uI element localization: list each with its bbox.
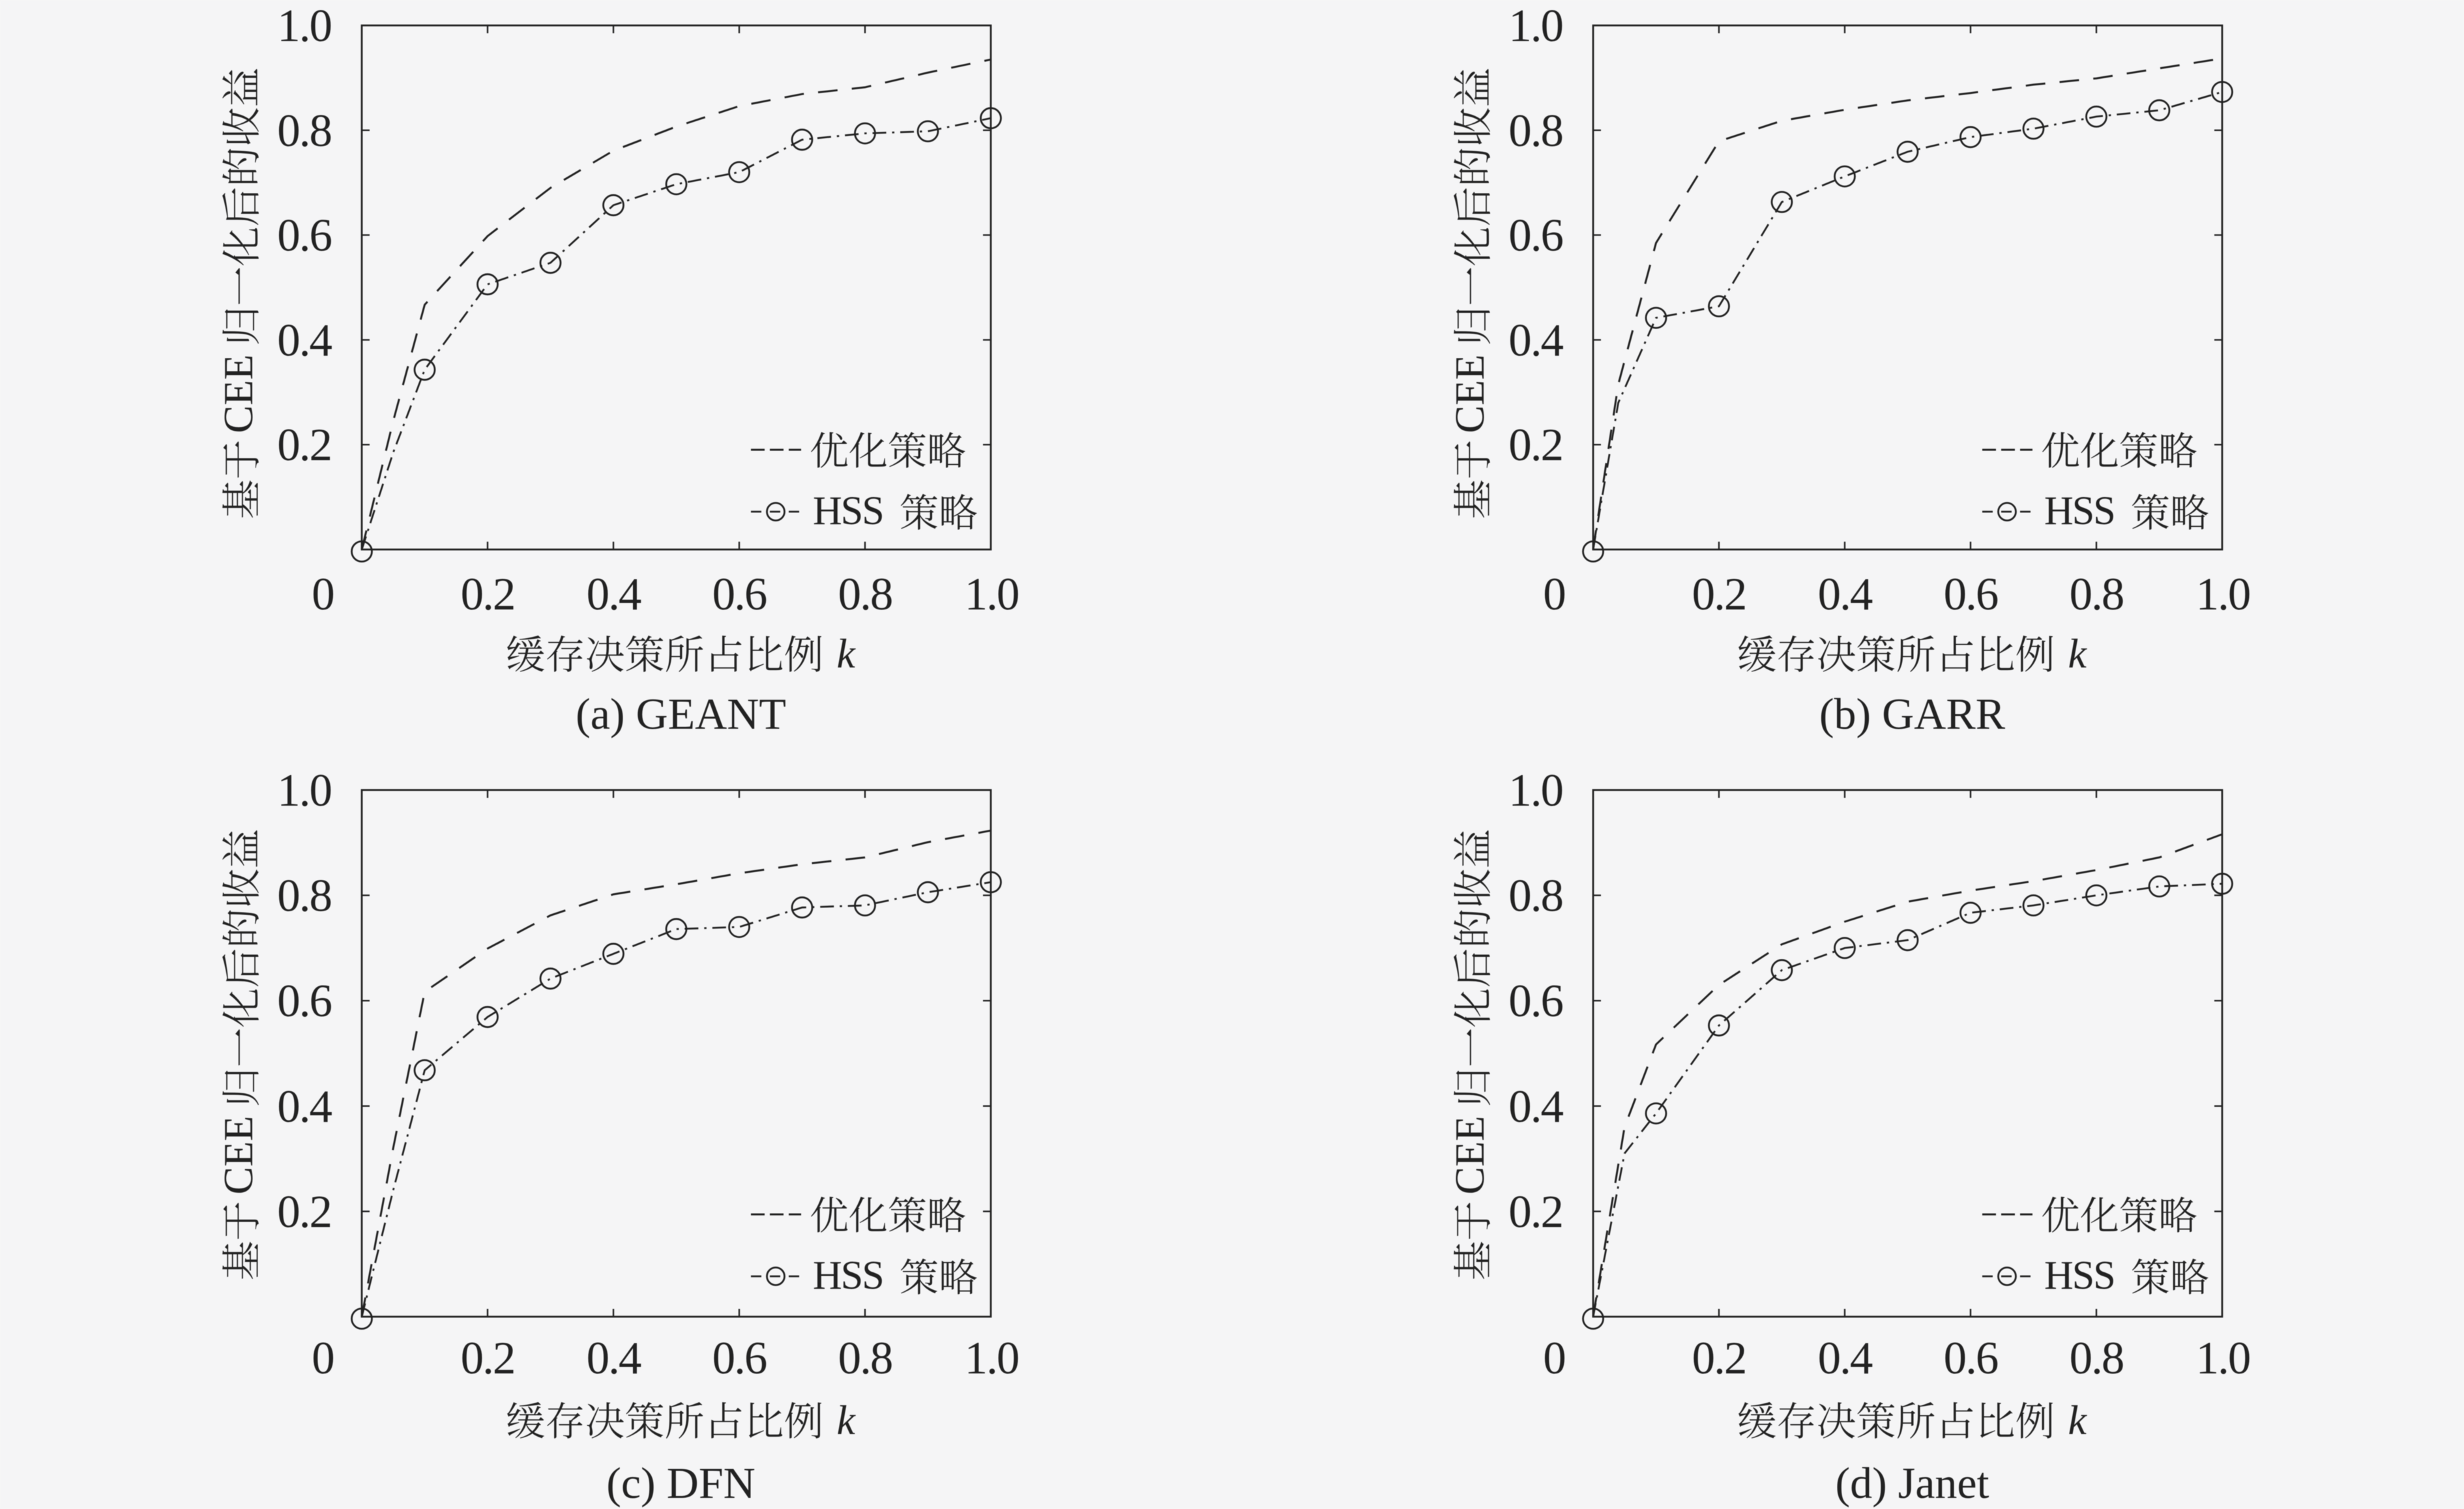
- svg-text:CEE: CEE: [1446, 1116, 1493, 1195]
- svg-text:(c) DFN: (c) DFN: [606, 1458, 755, 1508]
- svg-text:0.8: 0.8: [1508, 106, 1562, 156]
- svg-text:0.8: 0.8: [277, 106, 331, 156]
- svg-text:0.6: 0.6: [1944, 1333, 1998, 1384]
- svg-text:0.2: 0.2: [1508, 1186, 1562, 1237]
- svg-text:0.4: 0.4: [1818, 1333, 1873, 1384]
- svg-text:0.4: 0.4: [1508, 1081, 1563, 1132]
- svg-text:0: 0: [1543, 569, 1565, 620]
- svg-text:0: 0: [312, 569, 334, 620]
- svg-text:1.0: 1.0: [277, 1, 331, 51]
- svg-text:0.2: 0.2: [277, 1186, 331, 1237]
- svg-text:0: 0: [312, 1333, 334, 1384]
- svg-text:0.6: 0.6: [1508, 211, 1562, 261]
- svg-text:0.6: 0.6: [277, 211, 331, 261]
- svg-text:0.4: 0.4: [1818, 569, 1873, 620]
- svg-text:HSS: HSS: [813, 489, 883, 533]
- svg-text:0.2: 0.2: [461, 569, 515, 620]
- svg-text:0.8: 0.8: [2070, 1333, 2124, 1384]
- svg-text:0.6: 0.6: [1508, 976, 1562, 1027]
- svg-text:0.8: 0.8: [838, 1333, 892, 1384]
- svg-text:HSS: HSS: [2044, 1253, 2115, 1298]
- svg-text:0.8: 0.8: [1508, 871, 1562, 922]
- svg-text:(b) GARR: (b) GARR: [1819, 689, 2006, 739]
- svg-text:0.6: 0.6: [1944, 569, 1998, 620]
- svg-text:0.2: 0.2: [1692, 569, 1746, 620]
- svg-text:k: k: [837, 630, 857, 677]
- svg-text:1.0: 1.0: [1508, 765, 1562, 816]
- svg-text:1.0: 1.0: [1508, 1, 1562, 51]
- svg-text:0.2: 0.2: [461, 1333, 515, 1384]
- svg-text:0.6: 0.6: [277, 976, 331, 1027]
- svg-text:1.0: 1.0: [2196, 569, 2250, 620]
- svg-text:CEE: CEE: [215, 355, 261, 433]
- svg-text:1.0: 1.0: [965, 569, 1019, 620]
- svg-text:0: 0: [1543, 1333, 1565, 1384]
- svg-text:1.0: 1.0: [2196, 1333, 2250, 1384]
- svg-text:CEE: CEE: [215, 1116, 261, 1195]
- svg-text:0.2: 0.2: [1692, 1333, 1746, 1384]
- svg-text:k: k: [2068, 1397, 2088, 1443]
- svg-text:1.0: 1.0: [277, 765, 331, 816]
- svg-text:CEE: CEE: [1446, 355, 1493, 433]
- svg-text:0.8: 0.8: [838, 569, 892, 620]
- svg-text:HSS: HSS: [2044, 489, 2115, 533]
- svg-text:k: k: [837, 1397, 857, 1443]
- svg-text:0.8: 0.8: [2070, 569, 2124, 620]
- svg-text:0.4: 0.4: [1508, 315, 1563, 366]
- svg-text:HSS: HSS: [813, 1253, 883, 1298]
- svg-text:0.6: 0.6: [712, 1333, 767, 1384]
- svg-text:(d) Janet: (d) Janet: [1835, 1458, 1989, 1508]
- svg-text:(a) GEANT: (a) GEANT: [576, 689, 786, 739]
- svg-text:0.2: 0.2: [1508, 420, 1562, 471]
- svg-text:0.2: 0.2: [277, 420, 331, 471]
- svg-text:0.6: 0.6: [712, 569, 767, 620]
- svg-text:0.4: 0.4: [587, 1333, 641, 1384]
- svg-text:0.4: 0.4: [277, 315, 332, 366]
- svg-text:k: k: [2068, 630, 2088, 677]
- svg-text:0.4: 0.4: [277, 1081, 332, 1132]
- svg-text:1.0: 1.0: [965, 1333, 1019, 1384]
- svg-text:0.8: 0.8: [277, 871, 331, 922]
- svg-text:0.4: 0.4: [587, 569, 641, 620]
